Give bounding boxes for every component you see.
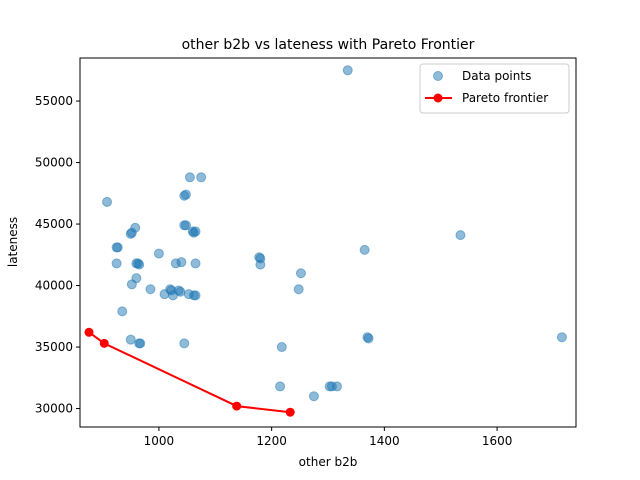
data-point-56 bbox=[308, 391, 319, 402]
data-point-50 bbox=[363, 333, 374, 344]
pareto-point-2 bbox=[232, 401, 242, 411]
data-point-0 bbox=[342, 65, 353, 76]
data-point-29 bbox=[295, 268, 306, 279]
pareto-frontier-line bbox=[88, 331, 291, 414]
y-tick-label: 35000 bbox=[35, 340, 73, 354]
data-point-26 bbox=[176, 257, 187, 268]
data-point-42 bbox=[293, 284, 304, 295]
data-point-47 bbox=[179, 338, 190, 349]
pareto-point-3 bbox=[285, 407, 295, 417]
data-point-2 bbox=[196, 172, 207, 183]
data-point-44 bbox=[125, 334, 136, 345]
data-point-43 bbox=[117, 306, 128, 317]
data-point-18 bbox=[153, 248, 164, 259]
plot-area bbox=[84, 65, 567, 417]
y-axis-label: lateness bbox=[6, 217, 20, 267]
legend: Data points Pareto frontier bbox=[419, 63, 570, 114]
x-tick-label: 1400 bbox=[369, 434, 400, 448]
data-point-52 bbox=[275, 381, 286, 392]
data-point-16 bbox=[112, 242, 123, 253]
x-tick-label: 1200 bbox=[256, 434, 287, 448]
legend-label-data-points: Data points bbox=[462, 69, 531, 83]
data-point-46 bbox=[135, 338, 146, 349]
data-point-21 bbox=[111, 258, 122, 269]
pareto-point-0 bbox=[84, 327, 94, 337]
x-axis-label: other b2b bbox=[299, 455, 358, 469]
data-point-48 bbox=[276, 342, 287, 353]
pareto-point-1 bbox=[99, 338, 109, 348]
data-point-32 bbox=[145, 284, 156, 295]
data-point-8 bbox=[126, 227, 137, 238]
y-tick-label: 45000 bbox=[35, 217, 73, 231]
legend-box bbox=[419, 63, 570, 114]
data-point-38 bbox=[175, 286, 186, 297]
y-tick-label: 50000 bbox=[35, 156, 73, 170]
data-point-51 bbox=[556, 332, 567, 343]
x-tick-label: 1600 bbox=[482, 434, 513, 448]
axes-frame bbox=[79, 57, 577, 428]
data-point-24 bbox=[134, 259, 145, 270]
data-point-17 bbox=[359, 244, 370, 255]
y-tick-label: 40000 bbox=[35, 279, 73, 293]
y-tick-label: 55000 bbox=[35, 94, 73, 108]
data-point-28 bbox=[255, 259, 266, 270]
data-point-5 bbox=[102, 196, 113, 207]
chart-title: other b2b vs lateness with Pareto Fronti… bbox=[182, 37, 475, 53]
data-point-14 bbox=[455, 230, 466, 241]
x-axis: 1000 1200 1400 1600 bbox=[144, 427, 513, 448]
data-point-13 bbox=[190, 226, 201, 237]
data-point-27 bbox=[190, 258, 201, 269]
legend-line-point bbox=[433, 93, 443, 103]
data-point-55 bbox=[332, 381, 343, 392]
data-point-10 bbox=[180, 220, 191, 231]
y-tick-label: 30000 bbox=[35, 402, 73, 416]
y-axis: 30000 35000 40000 45000 50000 55000 bbox=[35, 94, 80, 416]
data-point-31 bbox=[126, 279, 137, 290]
legend-scatter-marker bbox=[433, 71, 443, 81]
data-point-41 bbox=[190, 290, 201, 301]
x-tick-label: 1000 bbox=[144, 434, 175, 448]
data-point-1 bbox=[184, 172, 195, 183]
legend-label-pareto-frontier: Pareto frontier bbox=[462, 91, 548, 105]
data-point-4 bbox=[180, 189, 191, 200]
